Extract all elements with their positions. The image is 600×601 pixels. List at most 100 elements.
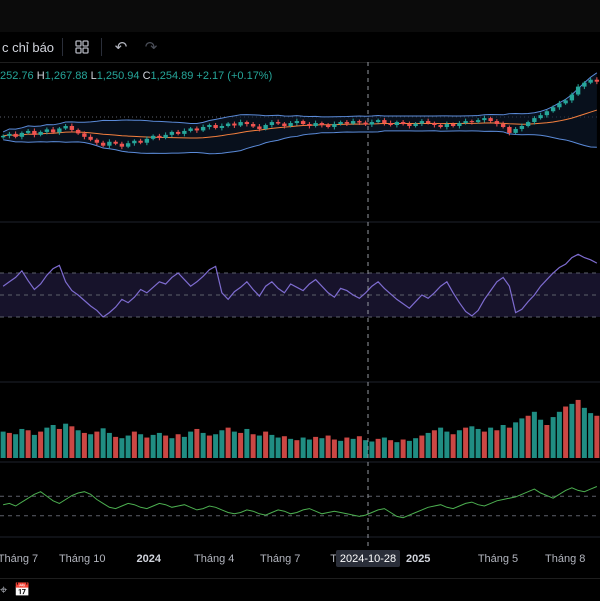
volume-bar — [281, 436, 287, 458]
candle — [132, 140, 137, 144]
volume-bar — [313, 436, 319, 458]
volume-bar — [125, 435, 131, 458]
candle — [125, 143, 131, 147]
candle — [463, 121, 468, 124]
candle — [119, 143, 125, 147]
candle — [269, 122, 275, 126]
candle — [457, 123, 462, 126]
volume-bar — [331, 439, 337, 458]
candle — [569, 94, 575, 101]
candle — [244, 122, 250, 125]
volume-bar — [169, 438, 175, 458]
candle — [419, 121, 425, 124]
volume-bar — [256, 435, 262, 458]
candle — [438, 125, 443, 127]
compare-icon[interactable]: ⌖ — [0, 582, 8, 597]
volume-bar — [544, 425, 550, 458]
candle — [163, 134, 168, 138]
volume-bar — [81, 432, 87, 458]
crosshair-date-badge — [336, 550, 400, 567]
candle — [138, 140, 143, 143]
volume-bar — [469, 426, 475, 458]
candle — [238, 122, 243, 126]
volume-bar — [13, 434, 19, 458]
indicators-button[interactable]: c chỉ báo — [2, 39, 55, 55]
volume-bar — [475, 428, 481, 458]
volume-bar — [506, 427, 512, 458]
candle — [582, 82, 587, 87]
candle — [257, 126, 262, 129]
volume-bar — [575, 399, 581, 458]
volume-bar — [188, 431, 194, 458]
rsi-line — [2, 253, 598, 318]
candle — [207, 125, 212, 127]
calendar-icon[interactable]: 📅 — [14, 582, 31, 597]
candle — [357, 121, 362, 123]
candle — [325, 125, 331, 127]
volume-bar — [119, 438, 125, 458]
grid-icon[interactable] — [71, 36, 93, 58]
volume-bar — [181, 436, 187, 458]
candle — [50, 129, 56, 133]
volume-bar — [463, 427, 469, 458]
volume-bar — [325, 435, 331, 458]
ohlc-open: 252.76 — [0, 70, 34, 82]
candle — [113, 141, 118, 144]
price-chart[interactable]: Tháng 7 Tháng 10 2024 Tháng 4 Tháng 7 T 2025 Th… — [0, 62, 600, 578]
candle — [219, 126, 225, 128]
candle — [169, 131, 175, 135]
undo-icon[interactable]: ↶ — [114, 39, 128, 56]
redo-icon[interactable]: ↷ — [144, 39, 158, 56]
candle — [107, 141, 112, 146]
candle — [350, 121, 356, 124]
candle — [594, 79, 600, 82]
candle — [69, 126, 75, 130]
candle — [250, 124, 256, 127]
chart-toolbar: c chỉ báo ↶ ↷ — [0, 32, 600, 63]
candle — [382, 120, 387, 124]
ohlc-high: 1,267.88 — [44, 70, 88, 82]
x-axis-tick-label: Tháng 4 — [194, 553, 234, 565]
candle — [213, 125, 218, 128]
volume-bar — [450, 434, 456, 458]
x-axis-tick-label: T — [330, 553, 337, 565]
candle — [288, 123, 293, 126]
candle — [519, 126, 525, 129]
candle — [175, 131, 181, 134]
volume-bar — [275, 437, 281, 458]
bottom-toolbar: ⌖ 📅 — [0, 578, 600, 601]
volume-bar — [38, 431, 44, 458]
volume-bar — [225, 427, 231, 458]
x-axis-tick-label: 2024 — [137, 553, 162, 565]
candle — [182, 130, 187, 134]
candle — [44, 129, 50, 132]
volume-bar — [50, 425, 56, 458]
top-header-bar — [0, 0, 600, 32]
volume-bar — [175, 434, 181, 458]
volume-bar — [106, 432, 112, 458]
volume-bar — [369, 441, 375, 458]
volume-bar — [363, 440, 369, 458]
candle — [363, 122, 368, 125]
x-axis-tick-label: Tháng 7 — [260, 553, 300, 565]
candle — [557, 103, 562, 108]
ohlc-close-key: C — [142, 70, 151, 82]
volume-bar — [563, 406, 569, 458]
candle — [532, 118, 537, 123]
candle — [225, 123, 231, 126]
volume-bar — [525, 415, 531, 458]
volume-bar — [100, 428, 106, 458]
volume-bar — [238, 432, 244, 458]
candle — [475, 120, 481, 123]
volume-bar — [194, 428, 200, 458]
candle — [38, 131, 43, 135]
candle — [332, 124, 337, 127]
candle — [500, 124, 506, 127]
volume-bar — [400, 439, 406, 458]
volume-bar — [431, 430, 437, 458]
candle — [13, 133, 18, 137]
x-axis-tick-label: Tháng 10 — [59, 553, 105, 565]
candle — [19, 132, 25, 137]
volume-bar — [513, 422, 519, 458]
volume-bar — [231, 431, 237, 458]
